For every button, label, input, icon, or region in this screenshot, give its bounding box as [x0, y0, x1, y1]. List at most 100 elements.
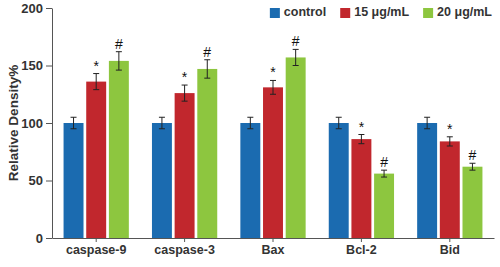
- error-bar-line: [71, 117, 77, 118]
- x-tick-label: caspase-9: [66, 243, 127, 257]
- error-bar: [469, 163, 475, 170]
- significance-marker: #: [203, 44, 211, 60]
- error-bar-line: [207, 60, 208, 78]
- y-axis-title: Relative Density%: [6, 65, 21, 181]
- x-tick-mark: [449, 238, 450, 242]
- y-tick-mark: [46, 8, 52, 9]
- legend: control 15 μg/mL 20 μg/mL: [270, 5, 492, 19]
- error-bar: [270, 80, 276, 94]
- x-tick-mark: [184, 238, 185, 242]
- x-tick-label: Bcl-2: [346, 243, 377, 257]
- x-tick: Bid: [440, 238, 460, 257]
- y-tick-label: 200: [21, 1, 43, 16]
- bar: [286, 57, 306, 238]
- error-bar-line: [247, 128, 253, 129]
- y-tick: 150: [21, 58, 52, 73]
- error-bar-line: [73, 117, 74, 129]
- y-tick: 50: [29, 173, 52, 188]
- error-bar-line: [295, 49, 296, 65]
- bar: [64, 123, 84, 238]
- bar: [152, 123, 172, 238]
- legend-swatch: [423, 8, 433, 18]
- error-bar: [159, 117, 165, 129]
- error-bar: [116, 52, 122, 70]
- significance-marker: #: [469, 147, 477, 163]
- y-axis: 0 50 100 150 200: [21, 1, 52, 246]
- error-bar: [381, 170, 387, 177]
- significance-marker: #: [380, 154, 388, 170]
- x-tick: caspase-9: [66, 238, 127, 257]
- error-bar-line: [381, 177, 387, 178]
- error-bar-line: [424, 128, 430, 129]
- x-tick-mark: [96, 238, 97, 242]
- bar: [329, 123, 349, 238]
- bar: [175, 93, 195, 238]
- error-bar-line: [116, 70, 122, 71]
- x-tick-mark: [361, 238, 362, 242]
- error-bar: [182, 85, 188, 101]
- error-bar: [204, 60, 210, 78]
- legend-label: control: [284, 5, 326, 19]
- bar: [240, 123, 260, 238]
- legend-item: control: [270, 5, 326, 19]
- y-axis-line: [52, 9, 53, 239]
- error-bar-line: [182, 101, 188, 102]
- marks: [64, 49, 483, 238]
- error-bar-line: [270, 94, 276, 95]
- error-bar: [424, 117, 430, 129]
- error-bar: [71, 117, 77, 129]
- error-bar-line: [427, 117, 428, 129]
- error-bar-line: [384, 170, 385, 177]
- error-bar: [358, 135, 364, 144]
- y-tick-label: 100: [21, 116, 43, 131]
- error-bar-line: [161, 117, 162, 129]
- bar: [440, 141, 460, 238]
- error-bar: [93, 74, 99, 90]
- bar: [86, 82, 106, 238]
- bar: [417, 123, 437, 238]
- error-bar-line: [250, 117, 251, 129]
- legend-swatch: [270, 8, 280, 18]
- y-tick: 200: [21, 1, 52, 16]
- y-tick-label: 150: [21, 58, 43, 73]
- error-bar: [447, 137, 453, 146]
- error-bar-line: [118, 52, 119, 70]
- legend-swatch: [340, 8, 350, 18]
- legend-label: 20 μg/mL: [437, 5, 492, 19]
- error-bar-line: [338, 117, 339, 129]
- error-bar-line: [273, 80, 274, 94]
- x-tick-label: Bid: [440, 243, 460, 257]
- x-tick-mark: [273, 238, 274, 242]
- chart: 0 50 100 150 200 caspase-9 caspase-3 Bax Bcl-2 Bi…: [0, 0, 500, 267]
- bar: [263, 87, 283, 238]
- x-tick-label: Bax: [262, 243, 285, 257]
- significance-marker: *: [447, 121, 453, 137]
- x-axis: caspase-9 caspase-3 Bax Bcl-2 Bid: [53, 238, 495, 257]
- error-bar-line: [472, 163, 473, 170]
- error-bar-line: [204, 78, 210, 79]
- bar: [109, 61, 129, 238]
- error-bar-line: [358, 143, 364, 144]
- x-tick-label: caspase-3: [154, 243, 215, 257]
- significance-marker: #: [115, 36, 123, 52]
- annotations: *****#####: [93, 33, 476, 170]
- x-tick: Bcl-2: [346, 238, 377, 257]
- error-bar-line: [424, 117, 430, 118]
- error-bar: [336, 117, 342, 129]
- x-tick: caspase-3: [154, 238, 215, 257]
- x-tick: Bax: [262, 238, 285, 257]
- bar: [462, 167, 482, 238]
- error-bar-line: [247, 117, 253, 118]
- legend-item: 20 μg/mL: [423, 5, 492, 19]
- y-tick: 0: [36, 231, 52, 246]
- y-tick-label: 50: [29, 173, 43, 188]
- significance-marker: *: [93, 58, 99, 74]
- error-bar-line: [159, 117, 165, 118]
- error-bar: [247, 117, 253, 129]
- error-bar-line: [71, 128, 77, 129]
- y-tick: 100: [21, 116, 52, 131]
- significance-marker: *: [270, 64, 276, 80]
- error-bar-line: [159, 128, 165, 129]
- y-tick-mark: [46, 123, 52, 124]
- legend-label: 15 μg/mL: [354, 5, 409, 19]
